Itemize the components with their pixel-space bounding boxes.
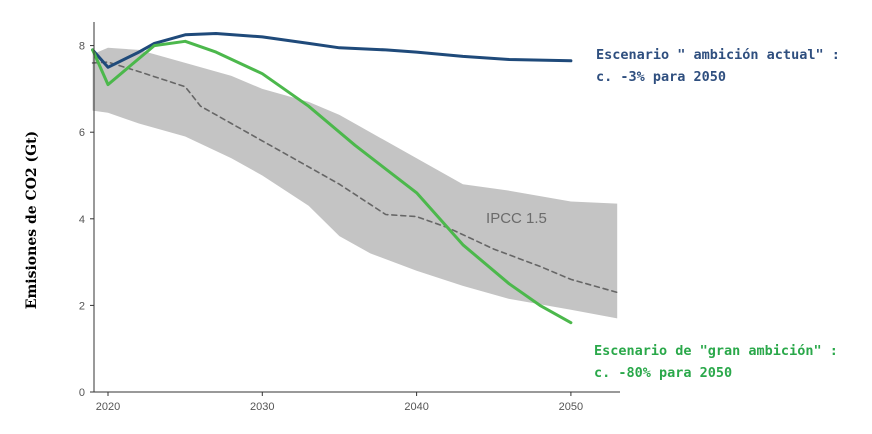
y-tick-label: 8 (79, 41, 85, 53)
x-tick-label: 2020 (96, 401, 120, 413)
y-axis-label-container: Emisiones de CO2 (Gt) (20, 70, 44, 370)
current-ambition-line (91, 32, 573, 69)
band-label: IPCC 1.5 (486, 210, 547, 227)
y-axis-label: Emisiones de CO2 (Gt) (24, 130, 40, 310)
high-ambition-annotation: Escenario de "gran ambición" : c. -80% p… (594, 340, 838, 384)
axes: 0 2 4 6 8 2020 2030 2040 2050 (79, 22, 620, 413)
ipcc-band-area (92, 47, 618, 319)
series-lines (91, 32, 618, 325)
median-line (91, 61, 618, 294)
ipcc-band (92, 47, 618, 319)
current-ambition-annotation: Escenario " ambición actual" : c. -3% pa… (596, 44, 840, 88)
high-ambition-value: c. -80% para 2050 (594, 365, 733, 381)
y-tick-label: 6 (79, 127, 85, 139)
y-tick-label: 0 (79, 387, 85, 399)
high-ambition-title: Escenario de "gran ambición" : (594, 343, 838, 359)
y-tick-label: 2 (79, 300, 85, 312)
x-tick-label: 2050 (559, 401, 583, 413)
current-ambition-title: Escenario " ambición actual" : (596, 47, 840, 63)
y-tick-label: 4 (79, 214, 85, 226)
x-tick-label: 2030 (250, 401, 274, 413)
current-ambition-value: c. -3% para 2050 (596, 69, 727, 85)
x-tick-label: 2040 (404, 401, 428, 413)
high-ambition-line (91, 39, 573, 325)
